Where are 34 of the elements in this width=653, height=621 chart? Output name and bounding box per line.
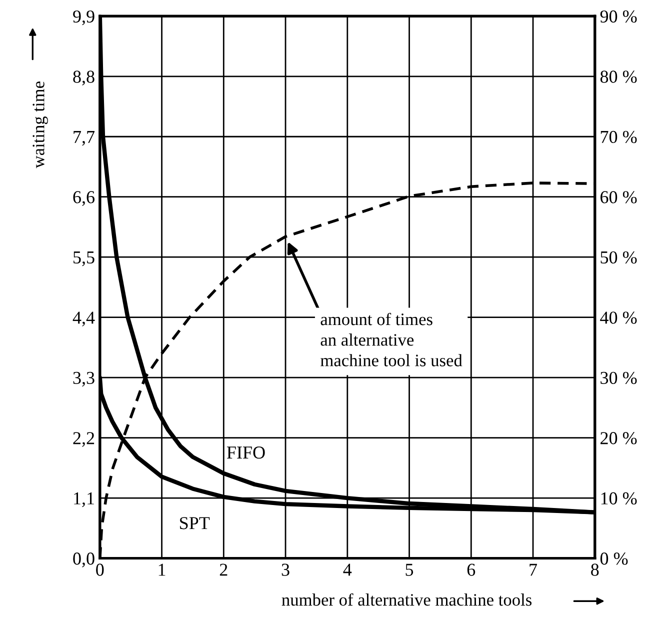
y-tick-label: 1,1 — [74, 492, 94, 508]
y2-tick-label: 30 % — [600, 372, 637, 384]
y2-tick-label: 20 % — [600, 432, 637, 444]
x-tick-label: 5 — [406, 564, 414, 576]
y-tick-label: 3,3 — [73, 372, 94, 387]
y2-tick-label: 10 % — [601, 492, 637, 505]
x-tick-label: 3 — [282, 564, 290, 576]
y-tick-label: 4,4 — [72, 312, 95, 326]
y-axis-title: waiting time — [32, 82, 48, 168]
x-tick-label: 0 — [96, 564, 104, 576]
y-tick-label: 6,6 — [73, 191, 95, 206]
y2-tick-label: 80 % — [600, 70, 637, 83]
y-tick-label: 5,5 — [74, 252, 94, 266]
x-tick-label: 1 — [158, 564, 166, 576]
series-label: FIFO — [226, 446, 265, 459]
y2-tick-label: 50 % — [600, 251, 637, 264]
annotation: amount of times an alternative machine tool is used — [320, 312, 462, 366]
y-tick-label: 2,2 — [73, 432, 94, 447]
y2-tick-label: 90 % — [600, 10, 637, 23]
y-tick-label: 0,0 — [73, 552, 94, 568]
x-tick-label: 2 — [220, 564, 228, 576]
x-tick-label: 6 — [467, 564, 476, 576]
x-tick-label: 7 — [530, 564, 538, 576]
y-tick-label: 8,8 — [73, 70, 94, 86]
y-tick-label: 7,7 — [74, 131, 95, 146]
y2-tick-label: 70 % — [600, 130, 637, 144]
x-tick-label: 4 — [343, 564, 352, 576]
y-tick-label: 9,9 — [73, 10, 94, 26]
y2-tick-label: 40 % — [600, 312, 637, 324]
x-axis-title: number of alternative machine tools — [282, 593, 532, 606]
y2-tick-label: 0 % — [600, 552, 628, 565]
y2-tick-label: 60 % — [600, 191, 637, 204]
x-tick-label: 8 — [591, 564, 599, 576]
series-label: SPT — [180, 517, 210, 530]
